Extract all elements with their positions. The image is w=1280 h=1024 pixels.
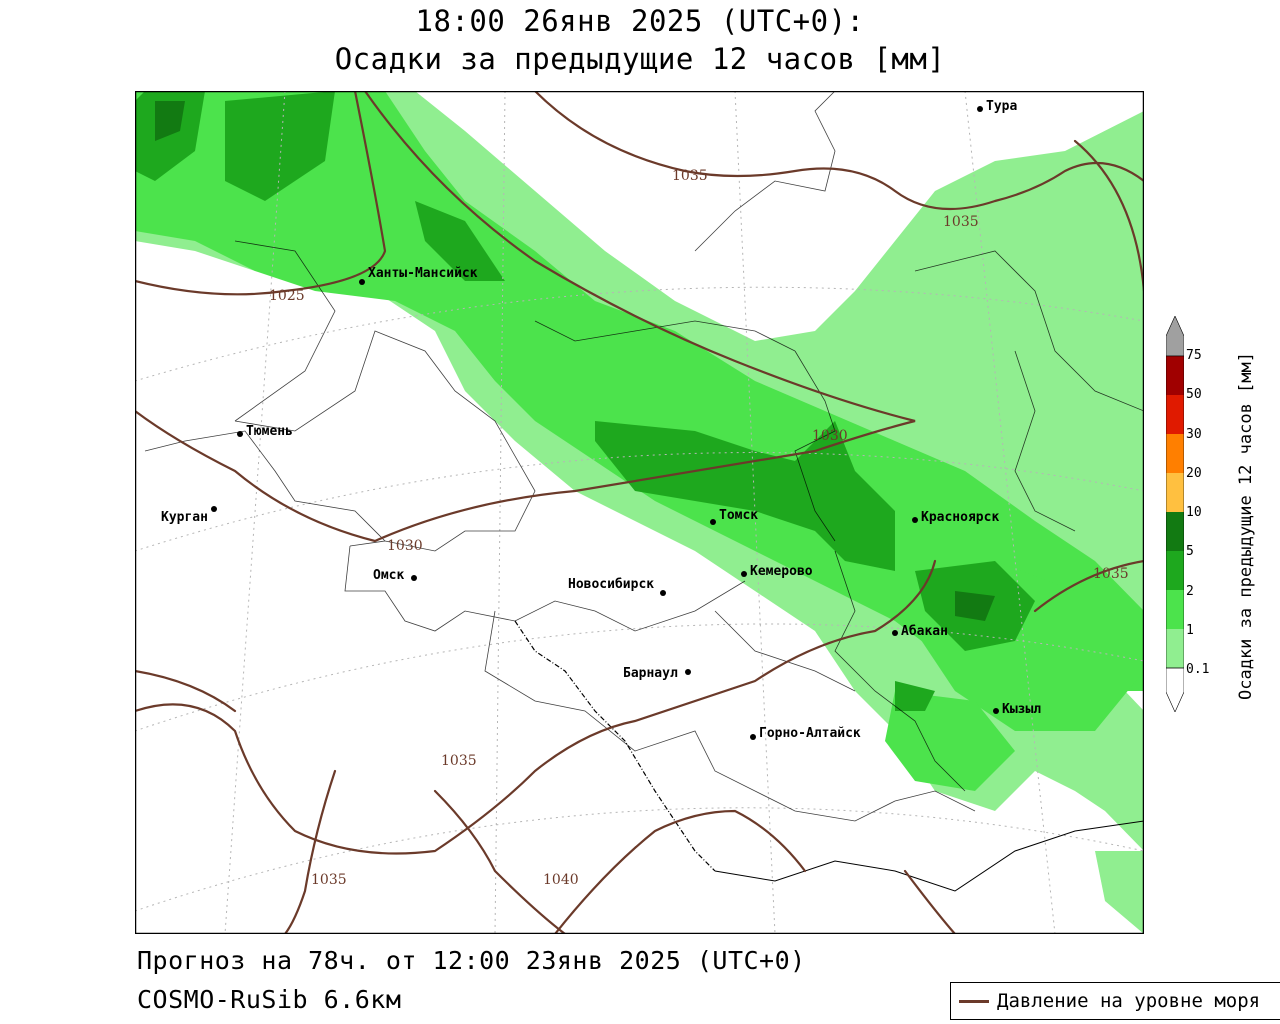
scale-label-30: 30 <box>1186 427 1202 442</box>
isobar-label: 1035 <box>1093 566 1129 582</box>
country-border <box>514 620 716 872</box>
city-dots <box>211 106 999 740</box>
scale-label-75: 75 <box>1186 348 1202 363</box>
map-title-time: 18:00 26янв 2025 (UTC+0): <box>415 4 865 38</box>
isobar-label: 1040 <box>543 872 579 888</box>
city-label-kyzyl: Кызыл <box>1002 702 1041 717</box>
isobar-legend-line <box>959 1000 989 1003</box>
isobars <box>135 91 1144 934</box>
isobar-label: 1035 <box>311 872 347 888</box>
isobar-label: 1030 <box>812 428 848 444</box>
forecast-info: Прогноз на 78ч. от 12:00 23янв 2025 (UTC… <box>137 946 806 975</box>
city-label-gorno-altaysk: Горно-Алтайск <box>759 726 861 741</box>
isobar-label: 1035 <box>672 168 708 184</box>
city-label-khanty-mansiysk: Ханты-Мансийск <box>368 266 478 281</box>
city-label-novosibirsk: Новосибирск <box>568 577 654 592</box>
precip-5-10 <box>155 101 995 621</box>
city-label-tyumen: Тюмень <box>246 424 293 439</box>
scale-label-50: 50 <box>1186 387 1202 402</box>
city-label-tura: Тура <box>986 99 1017 114</box>
isobar-legend-label: Давление на уровне моря <box>997 990 1261 1012</box>
map-title-variable: Осадки за предыдущие 12 часов [мм] <box>334 42 946 76</box>
scale-label-20: 20 <box>1186 466 1202 481</box>
scale-label-0-1: 0.1 <box>1186 662 1210 677</box>
city-label-omsk: Омск <box>373 568 404 583</box>
graticule <box>135 91 1144 934</box>
city-label-krasnoyarsk: Красноярск <box>921 510 999 525</box>
isobar-label: 1035 <box>441 753 477 769</box>
scale-label-1: 1 <box>1186 623 1194 638</box>
scale-title: Осадки за предыдущие 12 часов [мм] <box>1236 352 1256 700</box>
model-name: COSMO-RuSib 6.6км <box>137 985 402 1014</box>
scale-label-5: 5 <box>1186 544 1194 559</box>
city-label-kemerovo: Кемерово <box>750 564 813 579</box>
isobar-legend: Давление на уровне моря <box>950 982 1280 1020</box>
isobar-label: 1030 <box>387 538 423 554</box>
city-label-barnaul: Барнаул <box>623 666 678 681</box>
isobar-label: 1025 <box>269 288 305 304</box>
country-border-south <box>714 820 1144 892</box>
precipitation-map: Тура Ханты-Мансийск Тюмень Курган Омск Н… <box>135 91 1144 934</box>
isobar-label: 1035 <box>943 214 979 230</box>
scale-label-2: 2 <box>1186 584 1194 599</box>
city-label-kurgan: Курган <box>161 510 208 525</box>
scale-label-10: 10 <box>1186 505 1202 520</box>
city-label-abakan: Абакан <box>901 624 948 639</box>
precipitation-color-scale <box>1166 316 1184 712</box>
city-label-tomsk: Томск <box>719 508 758 523</box>
